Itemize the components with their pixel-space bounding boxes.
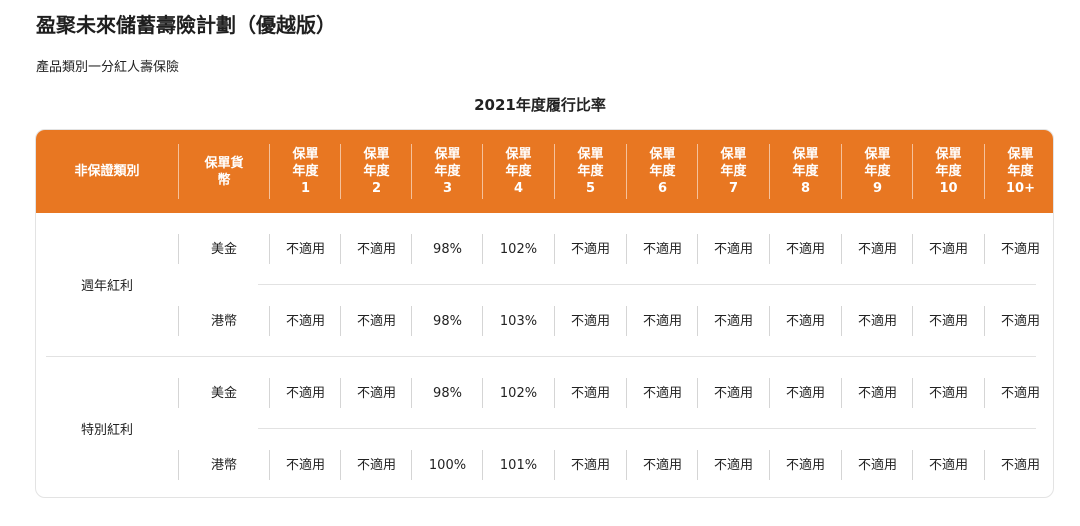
ratio-cell: 不適用 xyxy=(928,241,968,257)
ratio-cell: 不適用 xyxy=(857,313,897,329)
ratio-cell: 不適用 xyxy=(570,313,610,329)
ratio-cell: 不適用 xyxy=(285,457,325,473)
ratio-cell: 不適用 xyxy=(642,457,682,473)
ratio-cell: 98% xyxy=(433,241,462,257)
ratio-cell: 不適用 xyxy=(713,313,753,329)
ratio-cell: 98% xyxy=(433,313,462,329)
currency-cell: 美金 xyxy=(210,385,237,401)
ratio-cell: 不適用 xyxy=(1000,385,1040,401)
ratio-cell: 102% xyxy=(499,385,538,401)
ratio-cell: 不適用 xyxy=(1000,457,1040,473)
ratio-cell: 不適用 xyxy=(857,241,897,257)
header-policy-year-5: 保單 年度 5 xyxy=(577,147,604,196)
ratio-cell: 不適用 xyxy=(928,313,968,329)
ratio-cell: 不適用 xyxy=(570,457,610,473)
ratio-cell: 不適用 xyxy=(713,385,753,401)
header-policy-year-7: 保單 年度 7 xyxy=(720,147,747,196)
header-policy-year-9: 保單 年度 9 xyxy=(864,147,891,196)
ratio-cell: 102% xyxy=(499,241,538,257)
table-title: 2021年度履行比率 xyxy=(474,96,606,114)
ratio-cell: 不適用 xyxy=(285,313,325,329)
fulfillment-ratio-table: 非保證類別 保單貨 幣 保單 年度 1 保單 年度 2 保單 年度 3 保單 年度 4 保單 年度 5 保單年… xyxy=(35,129,1054,498)
ratio-cell: 不適用 xyxy=(713,457,753,473)
header-policy-year-2: 保單 年度 2 xyxy=(363,147,390,196)
ratio-cell: 不適用 xyxy=(356,385,396,401)
ratio-cell: 100% xyxy=(428,457,467,473)
ratio-cell: 不適用 xyxy=(570,385,610,401)
ratio-cell: 101% xyxy=(499,457,538,473)
dividend-type: 週年紅利 xyxy=(80,278,133,294)
header-policy-year-1: 保單 年度 1 xyxy=(292,147,319,196)
header-policy-year-11: 保單 年度 10+ xyxy=(1006,147,1035,196)
product-category: 產品類別一分紅人壽保險 xyxy=(36,60,180,75)
ratio-cell: 不適用 xyxy=(642,313,682,329)
ratio-cell: 不適用 xyxy=(356,241,396,257)
page-title: 盈聚未來儲蓄壽險計劃（優越版） xyxy=(36,13,336,37)
currency-cell: 美金 xyxy=(210,241,237,257)
currency-cell: 港幣 xyxy=(210,313,237,329)
ratio-cell: 不適用 xyxy=(785,313,825,329)
ratio-cell: 不適用 xyxy=(356,457,396,473)
ratio-cell: 不適用 xyxy=(785,385,825,401)
ratio-cell: 不適用 xyxy=(570,241,610,257)
ratio-cell: 98% xyxy=(433,385,462,401)
ratio-cell: 不適用 xyxy=(857,385,897,401)
table-header: 非保證類別 保單貨 幣 保單 年度 1 保單 年度 2 保單 年度 3 保單 年度 4 保單 年度 5 保單年… xyxy=(36,130,1053,213)
header-policy-year-3: 保單 年度 3 xyxy=(434,147,461,196)
ratio-cell: 不適用 xyxy=(642,385,682,401)
ratio-cell: 103% xyxy=(499,313,538,329)
ratio-cell: 不適用 xyxy=(1000,313,1040,329)
ratio-cell: 不適用 xyxy=(857,457,897,473)
header-currency: 保單貨 幣 xyxy=(204,155,244,188)
ratio-cell: 不適用 xyxy=(713,241,753,257)
ratio-cell: 不適用 xyxy=(1000,241,1040,257)
ratio-cell: 不適用 xyxy=(785,241,825,257)
ratio-cell: 不適用 xyxy=(785,457,825,473)
ratio-cell: 不適用 xyxy=(356,313,396,329)
ratio-cell: 不適用 xyxy=(928,457,968,473)
header-policy-year-10: 保單 年度 10 xyxy=(935,147,962,196)
ratio-cell: 不適用 xyxy=(642,241,682,257)
header-policy-year-4: 保單 年度 4 xyxy=(505,147,532,196)
header-policy-year-8: 保單 年度 8 xyxy=(792,147,819,196)
header-policy-year-6: 保單 年度 6 xyxy=(649,147,676,196)
dividend-type: 特別紅利 xyxy=(80,422,133,438)
currency-cell: 港幣 xyxy=(210,457,237,473)
ratio-cell: 不適用 xyxy=(285,385,325,401)
ratio-cell: 不適用 xyxy=(285,241,325,257)
header-type: 非保證類別 xyxy=(74,164,140,179)
ratio-cell: 不適用 xyxy=(928,385,968,401)
